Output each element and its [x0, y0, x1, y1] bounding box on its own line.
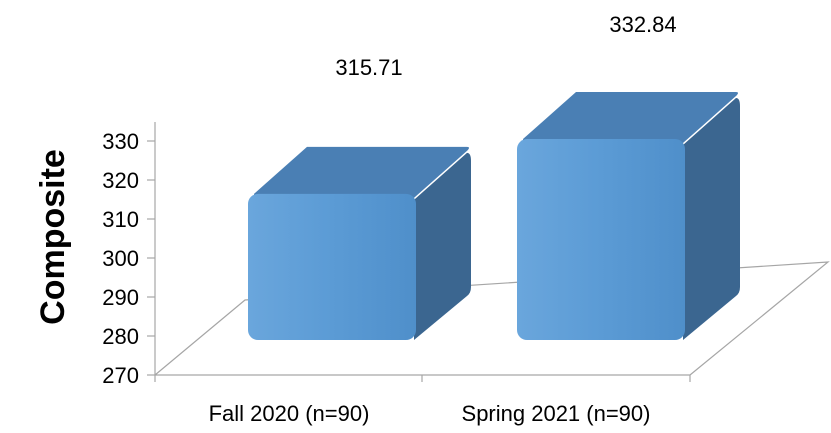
data-label: 332.84 [609, 12, 676, 37]
y-axis: 270 280 290 300 310 320 330 [102, 129, 155, 388]
data-label: 315.71 [335, 55, 402, 80]
data-labels: 315.71 332.84 [335, 12, 676, 80]
bar [517, 92, 740, 340]
x-category-label: Spring 2021 (n=90) [462, 401, 651, 426]
y-tick-label: 330 [102, 129, 139, 154]
y-tick-label: 320 [102, 168, 139, 193]
x-axis: Fall 2020 (n=90) Spring 2021 (n=90) [155, 375, 690, 426]
bar-front-face [517, 139, 685, 340]
x-category-label: Fall 2020 (n=90) [209, 401, 370, 426]
y-axis-title: Composite [34, 149, 72, 325]
y-tick-label: 300 [102, 246, 139, 271]
y-tick-label: 310 [102, 207, 139, 232]
bars [248, 92, 740, 340]
y-tick-label: 270 [102, 363, 139, 388]
y-tick-label: 280 [102, 324, 139, 349]
bar-front-face [248, 194, 416, 340]
bar [248, 147, 471, 340]
y-tick-label: 290 [102, 285, 139, 310]
